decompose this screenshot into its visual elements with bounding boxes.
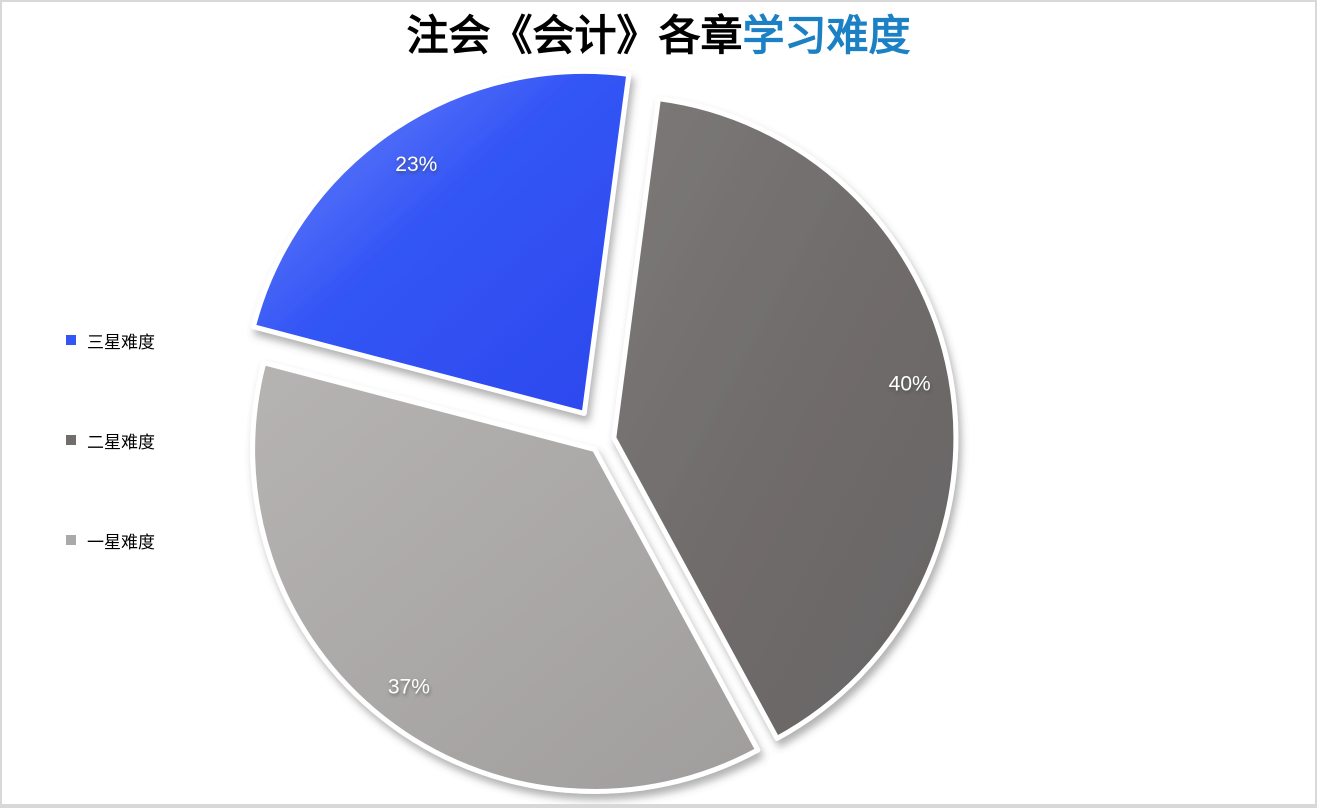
legend-swatch-icon <box>66 535 76 545</box>
chart-title: 注会《会计》各章学习难度 <box>2 12 1315 60</box>
pie-slice-一星难度 <box>250 360 761 794</box>
legend-swatch-icon <box>66 335 76 345</box>
chart-legend: 三星难度 二星难度 一星难度 <box>66 330 155 552</box>
legend-swatch-icon <box>66 435 76 445</box>
title-black-segment: 注会《会计》各章 <box>406 12 743 59</box>
legend-item-one-star: 一星难度 <box>66 530 155 552</box>
title-blue-segment: 学习难度 <box>742 12 911 59</box>
legend-item-three-star: 三星难度 <box>66 330 155 352</box>
legend-label: 三星难度 <box>87 332 155 352</box>
legend-label: 一星难度 <box>87 532 155 552</box>
pie-slice-percent-label: 37% <box>388 676 430 699</box>
legend-item-two-star: 二星难度 <box>66 430 155 452</box>
pie-slice-三星难度 <box>250 68 632 416</box>
pie-slice-percent-label: 23% <box>395 153 437 176</box>
legend-label: 二星难度 <box>87 432 155 452</box>
pie-slice-percent-label: 40% <box>889 372 931 395</box>
pie-slice-二星难度 <box>611 96 959 741</box>
